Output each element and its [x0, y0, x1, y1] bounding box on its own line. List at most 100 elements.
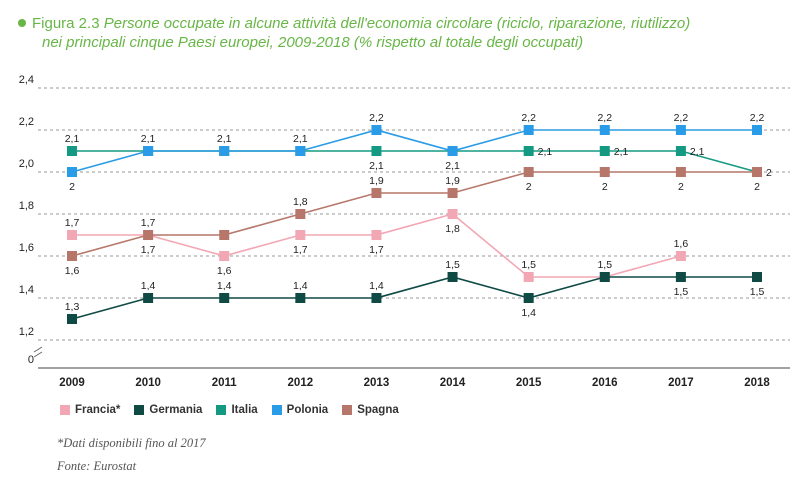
source-note: Fonte: Eurostat: [57, 459, 137, 473]
legend-item: Spagna: [342, 404, 399, 416]
y-tick-label: 1,8: [19, 200, 34, 212]
data-label: 2,1: [538, 146, 553, 158]
data-point: [371, 146, 382, 156]
data-label: 1,9: [445, 175, 460, 187]
x-tick-label: 2014: [440, 377, 466, 389]
data-point: [295, 230, 306, 240]
data-point: [447, 209, 458, 219]
data-point: [447, 272, 458, 282]
y-tick-label: 2,4: [19, 74, 34, 86]
data-point: [599, 125, 610, 135]
data-point: [447, 146, 458, 156]
data-point: [219, 230, 230, 240]
data-point: [67, 146, 77, 156]
legend: Francia* Germania Italia Polonia Spagna: [60, 404, 399, 416]
data-label: 2,2: [597, 112, 612, 124]
data-label: 1,4: [217, 280, 232, 292]
data-label: 1,5: [674, 286, 689, 298]
y-tick-label: 2,0: [19, 158, 34, 170]
legend-item: Francia*: [60, 404, 120, 416]
y-tick-label: 1,6: [19, 242, 34, 254]
data-label: 1,8: [293, 196, 308, 208]
data-point: [523, 167, 534, 177]
data-point: [143, 293, 154, 303]
data-label: 2,1: [141, 133, 156, 145]
x-tick-label: 2018: [744, 377, 770, 389]
data-label: 1,4: [369, 280, 384, 292]
legend-item: Germania: [134, 404, 202, 416]
title-line-1: Figura 2.3 Persone occupate in alcune at…: [18, 14, 788, 33]
data-label: 1,7: [65, 217, 80, 229]
title-bullet-icon: [18, 19, 26, 27]
series-lines: [67, 125, 762, 324]
data-point: [599, 272, 610, 282]
data-label: 2: [766, 167, 772, 179]
line-chart: 2,42,22,01,81,61,41,20 2009 2010 2011 2012 2…: [19, 74, 790, 389]
axis-break-icon: [33, 346, 43, 358]
data-label: 2: [69, 181, 75, 193]
y-tick-label: 1,2: [19, 326, 34, 338]
series-line: [71, 171, 757, 257]
data-point: [219, 146, 230, 156]
data-point: [67, 167, 77, 177]
figure-number: Figura 2.3: [32, 15, 100, 32]
data-point: [675, 125, 686, 135]
legend-label: Spagna: [357, 404, 399, 416]
y-axis-ticks: 2,4 2,2 2,0 1,8 1,6 1,4 1,2 0: [19, 74, 43, 366]
legend-swatch: [342, 405, 353, 415]
data-point: [67, 251, 77, 261]
title-text-1: Persone occupate in alcune attività dell…: [103, 15, 691, 32]
data-point: [447, 188, 458, 198]
data-point: [599, 167, 610, 177]
data-point: [371, 293, 382, 303]
data-label: 1,4: [521, 307, 536, 319]
data-point: [295, 293, 306, 303]
data-label: 2,1: [614, 146, 629, 158]
legend-label: Polonia: [286, 404, 329, 416]
x-tick-label: 2012: [288, 377, 314, 389]
legend-label: Francia*: [75, 404, 121, 416]
data-point: [752, 125, 762, 135]
data-label: 1,6: [217, 265, 232, 277]
data-label: 1,7: [369, 244, 384, 256]
data-point: [371, 125, 382, 135]
figure-title: Figura 2.3 Persone occupate in alcune at…: [18, 14, 788, 52]
x-tick-label: 2016: [592, 377, 618, 389]
data-point: [523, 125, 534, 135]
legend-swatch: [60, 405, 70, 415]
legend-item: Polonia: [271, 404, 329, 416]
data-point: [219, 293, 230, 303]
data-point: [675, 272, 686, 282]
series-line: [71, 129, 757, 173]
data-point: [523, 146, 534, 156]
legend-swatch: [216, 405, 227, 415]
data-label: 2: [602, 181, 608, 193]
data-label: 2,1: [293, 133, 308, 145]
x-tick-label: 2017: [668, 377, 694, 389]
data-point: [599, 146, 610, 156]
data-label: 2,1: [690, 146, 705, 158]
data-label: 2,2: [521, 112, 536, 124]
x-tick-label: 2013: [364, 377, 390, 389]
footnote: *Dati disponibili fino al 2017: [57, 436, 206, 450]
series-line: [72, 150, 758, 173]
data-label: 1,5: [445, 259, 460, 271]
legend-item: Italia: [216, 404, 258, 416]
data-label: 1,5: [750, 286, 765, 298]
data-label: 2: [678, 181, 684, 193]
y-tick-label: 2,2: [19, 116, 34, 128]
data-point: [523, 293, 534, 303]
data-label: 1,7: [141, 217, 156, 229]
title-line-2: nei principali cinque Paesi europei, 200…: [42, 34, 584, 51]
data-label: 2,1: [65, 133, 80, 145]
data-label: 1,7: [141, 244, 156, 256]
x-tick-label: 2009: [59, 377, 85, 389]
data-point: [67, 230, 77, 240]
series-line: [71, 276, 757, 320]
data-point: [523, 272, 534, 282]
data-label: 2,2: [674, 112, 689, 124]
data-label: 1,5: [597, 259, 612, 271]
x-tick-label: 2015: [516, 377, 542, 389]
y-tick-label: 0: [28, 354, 34, 366]
data-label: 1,6: [65, 265, 80, 277]
